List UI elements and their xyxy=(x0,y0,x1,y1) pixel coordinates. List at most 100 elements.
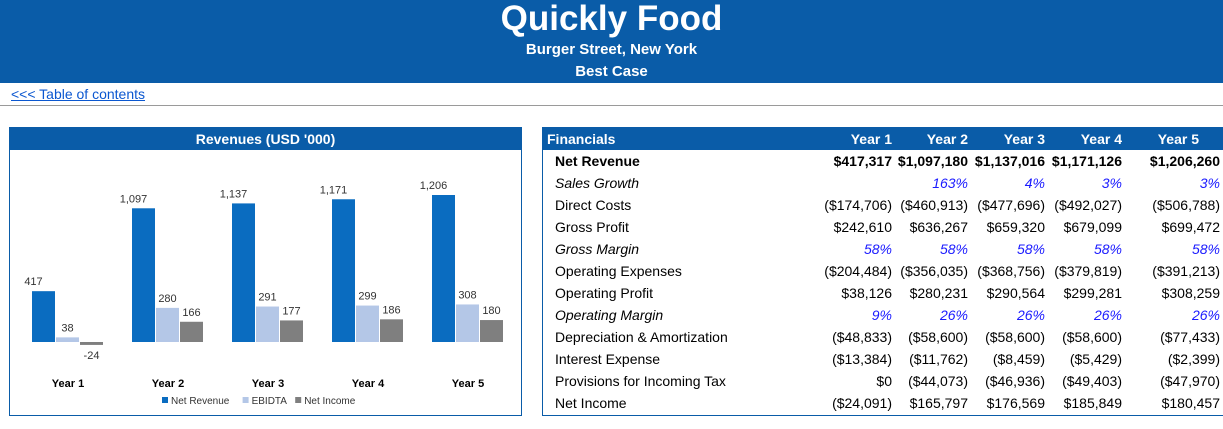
cell-value: ($77,433) xyxy=(1160,329,1220,345)
data-label: 38 xyxy=(61,322,73,334)
cell-value: ($58,600) xyxy=(985,329,1045,345)
cell-value: $1,137,016 xyxy=(974,153,1045,169)
cell-value: 9% xyxy=(871,307,892,323)
data-label: 1,137 xyxy=(220,188,248,200)
scenario-label: Best Case xyxy=(575,63,648,80)
cell-value: 58% xyxy=(939,241,968,257)
bar-net-income xyxy=(80,342,103,345)
x-tick-label: Year 5 xyxy=(452,378,484,390)
table-row: Gross Profit $242,610 $636,267 $659,320 $679… xyxy=(543,216,1223,238)
company-title: Quickly Food xyxy=(500,0,723,38)
cell-value: 26% xyxy=(1191,307,1220,323)
table-row: Operating Expenses ($204,484) ($356,035) ($… xyxy=(543,260,1223,282)
table-row: Provisions for Incoming Tax $0 ($44,073) ($… xyxy=(543,370,1223,392)
x-tick-label: Year 3 xyxy=(252,378,284,390)
legend-swatch xyxy=(162,397,168,403)
cell-value: ($5,429) xyxy=(1069,351,1122,367)
cell-value: $417,317 xyxy=(833,153,892,169)
row-label: Net Revenue xyxy=(555,153,640,169)
cell-value: $280,231 xyxy=(909,285,968,301)
legend-swatch xyxy=(295,397,302,403)
cell-value: ($492,027) xyxy=(1054,197,1122,213)
data-label: 308 xyxy=(458,289,476,301)
data-label: 177 xyxy=(282,305,300,317)
cell-value: ($2,399) xyxy=(1167,351,1220,367)
cell-value: $176,569 xyxy=(986,395,1045,411)
table-of-contents-link[interactable]: <<< Table of contents xyxy=(11,86,146,102)
cell-value: ($204,484) xyxy=(824,263,892,279)
cell-value: ($48,833) xyxy=(832,329,892,345)
table-row: Operating Margin 9% 26% 26% 26% 26% xyxy=(543,304,1223,326)
cell-value: 58% xyxy=(1016,241,1045,257)
cell-value: 3% xyxy=(1101,175,1122,191)
cell-value: 26% xyxy=(939,307,968,323)
chart-title: Revenues (USD '000) xyxy=(10,128,521,150)
bar-net-income xyxy=(480,320,503,342)
row-label: Direct Costs xyxy=(555,197,632,213)
table-row: Operating Profit $38,126 $280,231 $290,564 $… xyxy=(543,282,1223,304)
cell-value: 163% xyxy=(932,175,968,191)
cell-value: $180,457 xyxy=(1161,395,1220,411)
cell-value: $299,281 xyxy=(1063,285,1122,301)
cell-value: $185,849 xyxy=(1063,395,1122,411)
column-header-year-5: Year 5 xyxy=(1157,131,1199,147)
column-header-year-3: Year 3 xyxy=(1003,131,1045,147)
data-label: 291 xyxy=(258,292,276,304)
table-row: Gross Margin 58% 58% 58% 58% 58% xyxy=(543,238,1223,260)
row-label: Operating Expenses xyxy=(555,263,682,279)
table-row: Net Income ($24,091) $165,797 $176,569 $185,… xyxy=(543,392,1223,414)
cell-value: 4% xyxy=(1024,175,1045,191)
data-label: 299 xyxy=(358,291,376,303)
x-tick-label: Year 1 xyxy=(52,378,84,390)
cell-value: ($356,035) xyxy=(900,263,968,279)
bar-ebidta xyxy=(156,307,179,342)
x-tick-label: Year 2 xyxy=(152,378,184,390)
legend-label: Net Revenue xyxy=(171,396,230,407)
cell-value: ($460,913) xyxy=(900,197,968,213)
data-label: 180 xyxy=(482,305,500,317)
cell-value: $165,797 xyxy=(909,395,968,411)
cell-value: 26% xyxy=(1093,307,1122,323)
table-row: Net Revenue $417,317 $1,097,180 $1,137,016 $… xyxy=(543,150,1223,172)
row-label: Interest Expense xyxy=(555,351,661,367)
cell-value: ($44,073) xyxy=(908,373,968,389)
bar-ebidta xyxy=(456,304,479,342)
cell-value: $1,171,126 xyxy=(1051,153,1122,169)
table-row: Depreciation & Amortization ($48,833) ($58… xyxy=(543,326,1223,348)
bar-net-income xyxy=(280,320,303,342)
cell-value: ($46,936) xyxy=(985,373,1045,389)
legend-swatch xyxy=(242,397,249,403)
cell-value: 58% xyxy=(863,241,892,257)
row-label: Sales Growth xyxy=(555,175,640,191)
row-label: Net Income xyxy=(555,395,627,411)
column-header-year-1: Year 1 xyxy=(850,131,892,147)
cell-value: $679,099 xyxy=(1063,219,1122,235)
row-label: Provisions for Incoming Tax xyxy=(555,373,726,389)
data-label: 186 xyxy=(382,304,400,316)
cell-value: ($506,788) xyxy=(1152,197,1220,213)
divider xyxy=(0,105,1223,106)
financials-table: Financials Year 1 Year 2 Year 3 Year 4 Y… xyxy=(542,127,1223,416)
bar-net-revenue xyxy=(32,291,55,342)
bar-net-income xyxy=(380,319,403,342)
bar-net-income xyxy=(180,321,203,342)
bar-net-revenue xyxy=(432,195,455,342)
cell-value: ($58,600) xyxy=(1062,329,1122,345)
cell-value: 3% xyxy=(1199,175,1220,191)
data-label: 1,097 xyxy=(120,193,148,205)
cell-value: $0 xyxy=(876,373,892,389)
revenues-chart-panel: Revenues (USD '000) 417 38 -24 Year 1 1,097 2… xyxy=(9,127,522,416)
cell-value: 58% xyxy=(1093,241,1122,257)
cell-value: ($8,459) xyxy=(992,351,1045,367)
cell-value: ($49,403) xyxy=(1062,373,1122,389)
cell-value: $659,320 xyxy=(986,219,1045,235)
cell-value: ($368,756) xyxy=(977,263,1045,279)
financials-header-row: Financials Year 1 Year 2 Year 3 Year 4 Y… xyxy=(543,128,1223,150)
cell-value: $38,126 xyxy=(841,285,892,301)
cell-value: $1,206,260 xyxy=(1149,153,1220,169)
row-label: Depreciation & Amortization xyxy=(555,329,728,345)
cell-value: 58% xyxy=(1191,241,1220,257)
data-label: 1,171 xyxy=(320,184,348,196)
data-label: -24 xyxy=(84,350,100,362)
row-label: Gross Margin xyxy=(555,241,640,257)
